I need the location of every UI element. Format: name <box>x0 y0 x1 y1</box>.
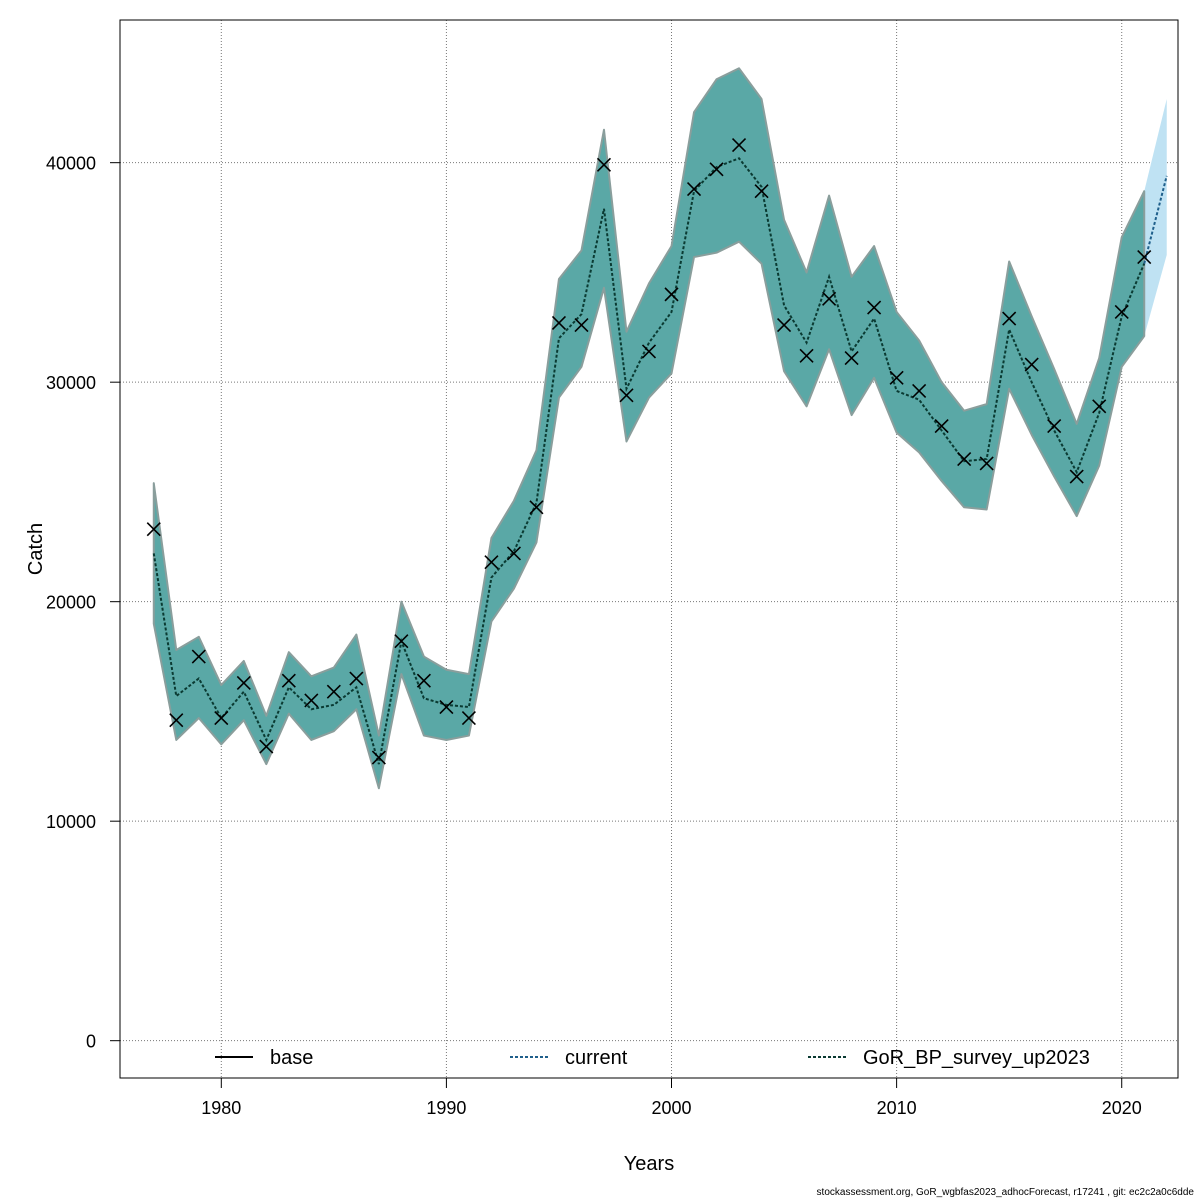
axes: 1980 1990 2000 2010 2020 0 10000 20000 30000 4000… <box>46 154 1142 1118</box>
observed-catch-marker <box>1137 249 1152 265</box>
legend-label: base <box>270 1047 313 1069</box>
observed-catch-marker <box>709 162 724 177</box>
series-line-gor-bp-survey-up2023 <box>152 157 1146 765</box>
observed-catch-marker <box>191 649 206 664</box>
legend-entry: base <box>215 1047 313 1069</box>
series-lines <box>152 157 1168 765</box>
x-tick-label: 1990 <box>426 1098 466 1118</box>
observed-catch-marker <box>641 344 657 359</box>
observed-catch-marker <box>957 451 972 467</box>
legend: base current GoR_BP_survey_up2023 <box>215 1047 1090 1069</box>
observed-catch-marker <box>844 350 859 366</box>
x-tick-label: 1980 <box>201 1098 241 1118</box>
legend-entry: current <box>510 1047 628 1069</box>
observed-catch-marker <box>822 291 837 306</box>
observed-catch-marker <box>1002 311 1017 326</box>
grid <box>120 20 1178 1078</box>
observed-catch-marker <box>281 673 296 688</box>
observed-catch-marker <box>529 500 544 515</box>
confidence-band <box>152 67 1146 790</box>
x-tick-label: 2020 <box>1102 1098 1142 1118</box>
series-line-current <box>1143 175 1168 264</box>
observed-catch-marker <box>664 287 679 302</box>
x-tick-label: 2000 <box>651 1098 691 1118</box>
observed-catch-marker <box>912 383 927 399</box>
observed-catch-marker <box>326 684 341 699</box>
observed-catch-marker <box>169 713 184 728</box>
footer-credit: stockassessment.org, GoR_wgbfas2023_adho… <box>816 1187 1194 1198</box>
observed-catch-marker <box>574 318 589 333</box>
observed-catch-marker <box>1047 419 1062 434</box>
observed-catch-marker <box>551 315 567 330</box>
observed-catch-marker <box>934 419 949 434</box>
observed-markers <box>146 138 1152 765</box>
y-tick-label: 40000 <box>46 154 96 174</box>
observed-catch-marker <box>776 318 792 333</box>
observed-catch-marker <box>867 300 882 315</box>
observed-catch-marker <box>889 370 904 385</box>
y-tick-label: 20000 <box>46 593 96 613</box>
observed-catch-marker <box>686 181 702 197</box>
y-tick-label: 0 <box>86 1032 96 1052</box>
plot-frame <box>119 19 1179 1079</box>
y-tick-label: 30000 <box>46 373 96 393</box>
observed-catch-marker <box>349 671 364 686</box>
legend-entry: GoR_BP_survey_up2023 <box>808 1047 1090 1069</box>
observed-catch-marker <box>1114 304 1129 320</box>
observed-catch-marker <box>619 388 634 403</box>
observed-catch-marker <box>371 750 386 765</box>
observed-catch-marker <box>731 138 747 153</box>
observed-catch-marker <box>799 348 814 363</box>
confidence-bands <box>152 67 1167 790</box>
legend-label: GoR_BP_survey_up2023 <box>863 1047 1090 1069</box>
observed-catch-marker <box>1024 357 1039 372</box>
y-tick-label: 10000 <box>46 812 96 832</box>
observed-catch-marker <box>979 456 994 471</box>
observed-catch-marker <box>1092 399 1107 414</box>
observed-catch-marker <box>439 699 454 715</box>
observed-catch-marker <box>596 157 612 172</box>
observed-catch-marker <box>416 673 431 688</box>
observed-catch-marker <box>1069 469 1084 484</box>
observed-catch-marker <box>461 710 476 726</box>
x-tick-label: 2010 <box>877 1098 917 1118</box>
observed-catch-marker <box>754 184 769 199</box>
observed-catch-marker <box>394 634 409 649</box>
observed-catch-marker <box>146 522 161 537</box>
observed-catch-marker <box>484 555 499 570</box>
observed-catch-marker <box>214 710 229 726</box>
observed-catch-marker <box>304 693 319 708</box>
x-axis-title: Years <box>624 1153 674 1175</box>
observed-catch-marker <box>506 546 522 561</box>
y-axis-title: Catch <box>25 523 47 575</box>
observed-catch-marker <box>236 675 251 690</box>
legend-label: current <box>565 1047 628 1069</box>
observed-catch-marker <box>259 739 274 754</box>
